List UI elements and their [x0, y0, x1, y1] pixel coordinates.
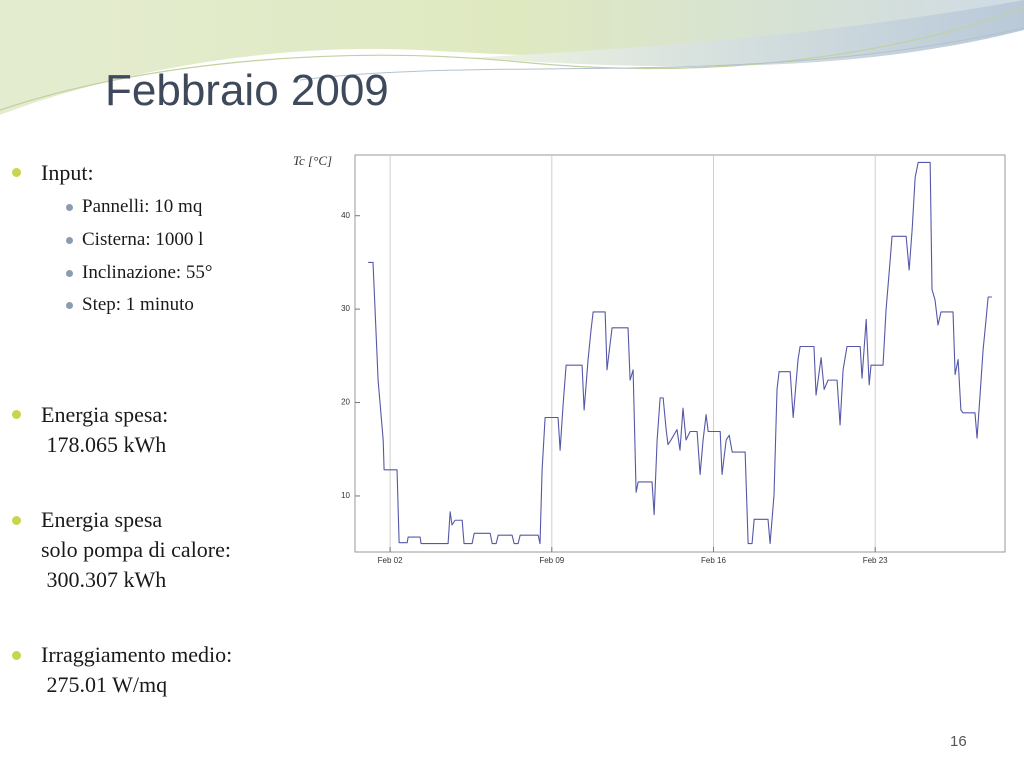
sub-bullet-text: Inclinazione: 55° [82, 262, 213, 283]
bullet-text: Input: [41, 158, 94, 188]
swoosh-line [299, 27, 1024, 81]
x-tick-label: Feb 02 [378, 556, 403, 565]
x-tick-label: Feb 09 [539, 556, 564, 565]
bullet-text: Energia spesa solo pompa di calore: 300.… [41, 505, 231, 595]
sub-bullet-text: Cisterna: 1000 l [82, 229, 204, 250]
text-line: 178.065 kWh [41, 432, 167, 457]
text-line: 275.01 W/mq [41, 672, 168, 697]
text-line: Input: [41, 160, 94, 185]
sub-bullet [66, 237, 73, 244]
sub-bullet [66, 302, 73, 309]
swoosh-line [0, 7, 1024, 111]
swoosh [470, 0, 1024, 67]
slide-title: Febbraio 2009 [105, 66, 389, 115]
text-line: Energia spesa: [41, 402, 169, 427]
data-line [368, 161, 993, 545]
text-line: Irraggiamento medio: [41, 642, 233, 667]
sub-bullet-text: Pannelli: 10 mq [82, 196, 203, 217]
bullet [12, 516, 21, 525]
y-tick-label: 40 [341, 211, 350, 220]
sub-bullet-text: Step: 1 minuto [82, 294, 194, 315]
bullet [12, 168, 21, 177]
sub-bullet [66, 270, 73, 277]
y-tick-label: 10 [341, 491, 350, 500]
bullet-text: Irraggiamento medio: 275.01 W/mq [41, 640, 232, 700]
x-tick-label: Feb 23 [863, 556, 888, 565]
y-tick-label: 30 [341, 304, 350, 313]
bullet-text: Energia spesa: 178.065 kWh [41, 400, 168, 460]
bullet [12, 410, 21, 419]
x-tick-label: Feb 16 [701, 556, 726, 565]
y-axis-label: Tc [°C] [293, 153, 332, 168]
page-number: 16 [950, 733, 967, 750]
text-line: solo pompa di calore: [41, 537, 232, 562]
text-line: Energia spesa [41, 507, 163, 532]
swoosh [0, 0, 1024, 115]
y-tick-label: 20 [341, 398, 350, 407]
text-line: 300.307 kWh [41, 567, 167, 592]
bullet [12, 651, 21, 660]
plot-frame [354, 154, 1006, 553]
sub-bullet [66, 204, 73, 211]
